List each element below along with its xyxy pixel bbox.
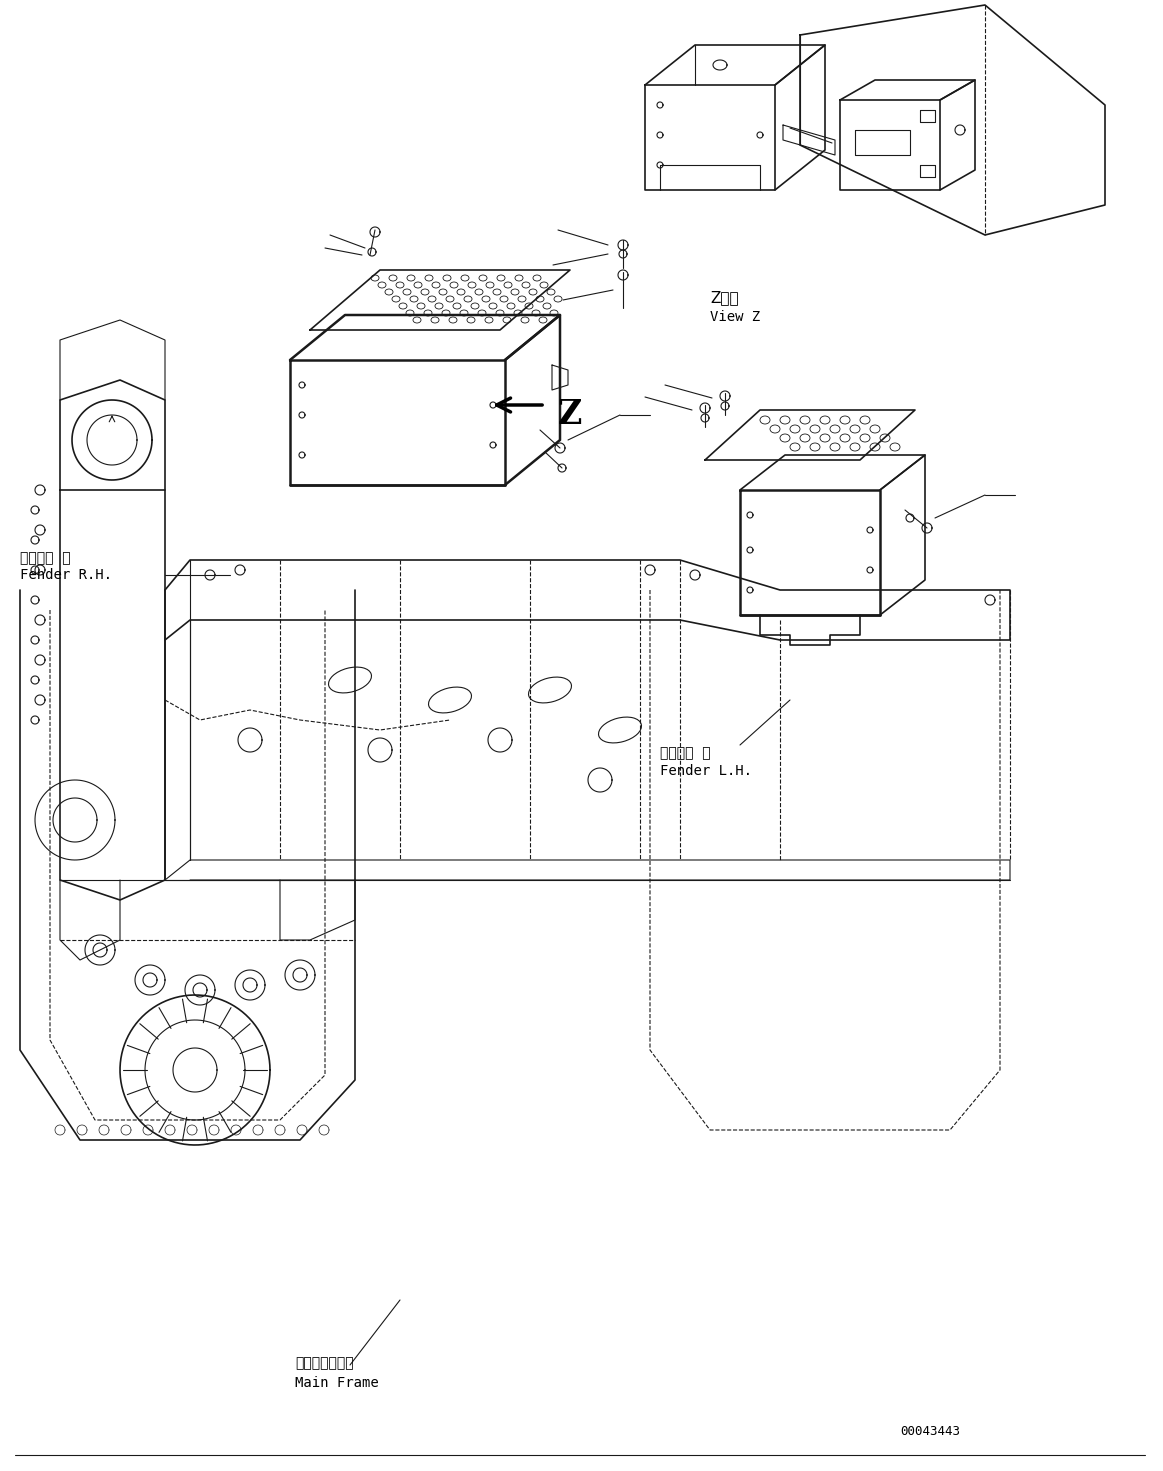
Text: メインフレーム: メインフレーム [295,1356,354,1370]
Text: Fender R.H.: Fender R.H. [20,568,112,583]
Text: フェンダ  左: フェンダ 左 [659,746,711,761]
Text: 00043443: 00043443 [900,1425,959,1439]
Text: Main Frame: Main Frame [295,1375,379,1390]
Text: Z　視: Z 視 [709,290,739,304]
Text: フェンダ  右: フェンダ 右 [20,552,71,565]
Text: Z: Z [558,399,583,431]
Text: View Z: View Z [709,310,761,324]
Text: Fender L.H.: Fender L.H. [659,763,752,778]
